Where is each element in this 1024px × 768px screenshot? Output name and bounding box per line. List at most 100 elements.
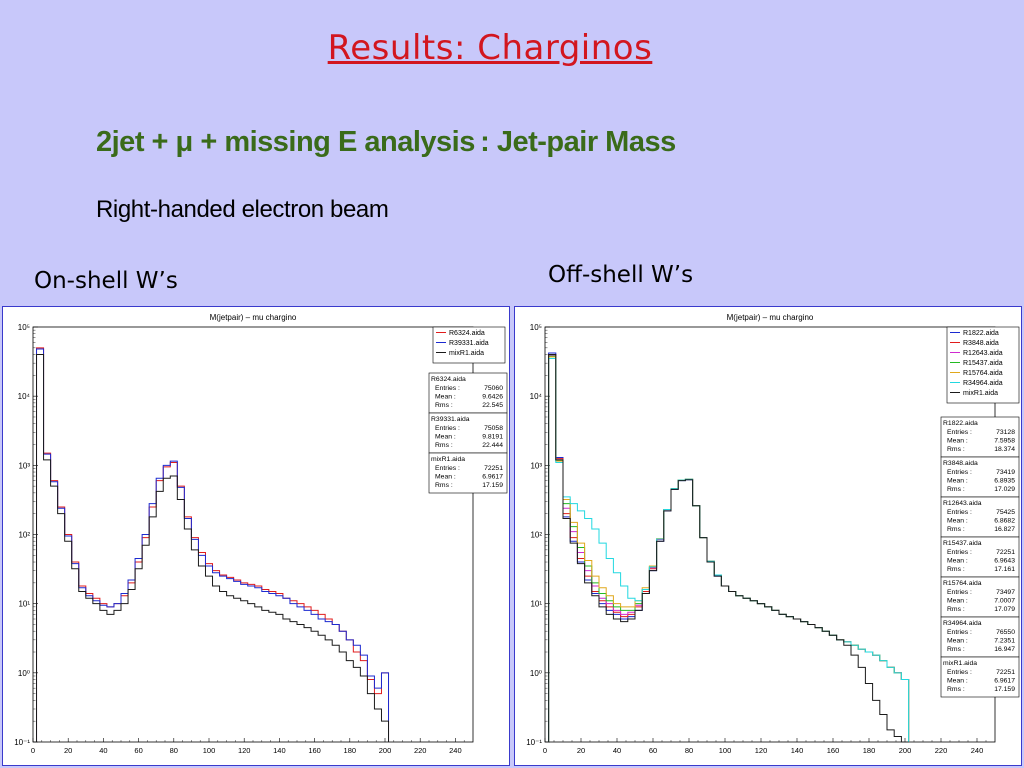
x-tick-label: 160	[308, 746, 321, 755]
stats-name: R6324.aida	[431, 376, 466, 383]
stats-entries-label: Entries :	[947, 629, 972, 636]
stats-mean-label: Mean :	[947, 558, 968, 565]
stats-mean-value: 9.6426	[482, 394, 503, 401]
stats-rms-label: Rms :	[947, 446, 965, 453]
stats-box	[428, 452, 508, 494]
stats-rms-label: Rms :	[947, 606, 965, 613]
stats-rms-value: 17.159	[482, 482, 503, 489]
legend-entry: R12643.aida	[963, 350, 1003, 357]
stats-mean-value: 6.8935	[994, 478, 1015, 485]
x-tick-label: 40	[613, 746, 621, 755]
stats-mean-value: 7.2351	[994, 638, 1015, 645]
x-tick-label: 120	[238, 746, 251, 755]
stats-entries-value: 75425	[996, 509, 1015, 516]
x-tick-label: 20	[64, 746, 72, 755]
x-tick-label: 180	[344, 746, 357, 755]
y-tick-label: 10²	[530, 531, 542, 540]
x-tick-label: 100	[719, 746, 732, 755]
y-tick-label: 10⁰	[18, 669, 30, 678]
stats-box	[940, 616, 1020, 658]
x-tick-label: 0	[543, 746, 547, 755]
stats-name: R34964.aida	[943, 620, 982, 627]
x-tick-label: 120	[755, 746, 768, 755]
y-tick-label: 10¹	[18, 600, 30, 609]
x-tick-label: 60	[649, 746, 657, 755]
x-tick-label: 80	[170, 746, 178, 755]
stats-rms-value: 17.159	[994, 686, 1015, 693]
series-line-r15764	[548, 356, 910, 742]
y-tick-label: 10⁴	[18, 392, 31, 401]
stats-entries-value: 73419	[996, 469, 1015, 476]
stats-mean-label: Mean :	[435, 394, 456, 401]
stats-rms-value: 16.827	[994, 526, 1015, 533]
stats-box	[428, 372, 508, 414]
x-tick-label: 140	[273, 746, 286, 755]
x-tick-label: 140	[791, 746, 804, 755]
stats-entries-value: 75060	[484, 385, 503, 392]
stats-name: R1822.aida	[943, 420, 978, 427]
x-tick-label: 100	[203, 746, 216, 755]
y-tick-label: 10⁰	[530, 669, 542, 678]
slide-subtitle: 2jet + μ + missing E analysis : Jet-pair…	[96, 126, 676, 158]
on-shell-histogram: M(jetpair) – mu chargino 0 20 40 60 80 100 120 1…	[14, 313, 508, 755]
x-tick-label: 40	[99, 746, 107, 755]
series-line-r39331	[36, 348, 390, 742]
x-tick-label: 220	[935, 746, 948, 755]
stats-rms-value: 17.079	[994, 606, 1015, 613]
stats-box	[940, 576, 1020, 618]
stats-name: R39331.aida	[431, 416, 470, 423]
stats-rms-value: 18.374	[994, 446, 1015, 453]
series-line-r34964	[548, 358, 910, 742]
stats-rms-label: Rms :	[947, 486, 965, 493]
stats-rms-label: Rms :	[947, 646, 965, 653]
x-tick-label: 200	[379, 746, 392, 755]
stats-box	[428, 412, 508, 454]
stats-entries-label: Entries :	[947, 589, 972, 596]
legend-box	[946, 326, 1020, 404]
legend-entry: mixR1.aida	[963, 390, 998, 397]
stats-mean-value: 7.0007	[994, 598, 1015, 605]
series-line-mixr1	[548, 354, 909, 743]
stats-rms-value: 22.545	[482, 402, 503, 409]
stats-name: R15437.aida	[943, 540, 982, 547]
stats-mean-value: 6.9643	[994, 558, 1015, 565]
stats-rms-value: 22.444	[482, 442, 503, 449]
legend-entry: R6324.aida	[449, 330, 485, 337]
legend-entry: R1822.aida	[963, 330, 999, 337]
stats-entries-label: Entries :	[947, 509, 972, 516]
y-tick-label: 10⁵	[18, 323, 30, 332]
stats-rms-value: 17.029	[994, 486, 1015, 493]
series-line-r1822	[548, 352, 910, 742]
series-line-r12643	[548, 354, 910, 742]
plot-frame	[544, 326, 996, 743]
series-line-r3848	[548, 354, 910, 742]
y-tick-label: 10⁵	[530, 323, 542, 332]
stats-entries-label: Entries :	[947, 469, 972, 476]
off-shell-histogram: M(jetpair) – mu chargino 0 20 40 60 80 100 120 1…	[526, 313, 1020, 755]
stats-name: R3848.aida	[943, 460, 978, 467]
stats-entries-label: Entries :	[435, 385, 460, 392]
stats-entries-value: 75058	[484, 425, 503, 432]
stats-rms-label: Rms :	[947, 566, 965, 573]
stats-entries-value: 76550	[996, 629, 1015, 636]
legend-entry: R39331.aida	[449, 340, 489, 347]
stats-mean-value: 6.9617	[994, 678, 1015, 685]
stats-name: R12643.aida	[943, 500, 982, 507]
legend-entry: R15764.aida	[963, 370, 1003, 377]
stats-rms-label: Rms :	[435, 482, 453, 489]
stats-name: mixR1.aida	[943, 660, 977, 667]
beam-caption: Right-handed electron beam	[96, 196, 389, 223]
stats-entries-value: 72251	[996, 669, 1015, 676]
stats-mean-label: Mean :	[435, 474, 456, 481]
x-tick-label: 60	[134, 746, 142, 755]
stats-mean-label: Mean :	[947, 438, 968, 445]
stats-mean-value: 6.9617	[482, 474, 503, 481]
stats-box	[940, 656, 1020, 698]
left-histogram-panel: M(jetpair) – mu chargino 0 20 40 60 80 100 120 1…	[2, 306, 510, 766]
x-tick-label: 220	[414, 746, 427, 755]
stats-rms-label: Rms :	[435, 442, 453, 449]
stats-rms-label: Rms :	[435, 402, 453, 409]
stats-box	[940, 456, 1020, 498]
stats-rms-value: 17.161	[994, 566, 1015, 573]
legend-entry: mixR1.aida	[449, 350, 484, 357]
